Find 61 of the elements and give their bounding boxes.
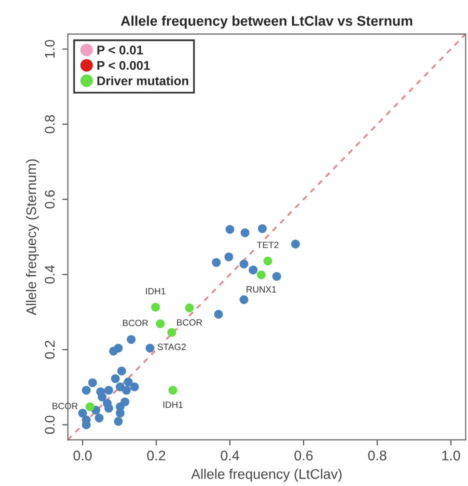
point — [104, 404, 114, 413]
point — [126, 335, 136, 344]
point — [114, 417, 123, 426]
point — [272, 272, 282, 281]
point — [258, 224, 267, 234]
y-axis-title: Allele frequecy (Sternum) — [26, 159, 39, 316]
point — [94, 414, 104, 422]
point — [122, 386, 131, 395]
annotation: BCOR — [123, 320, 148, 326]
point — [116, 408, 125, 418]
point — [156, 319, 165, 328]
point — [256, 270, 266, 280]
point — [124, 378, 133, 386]
point — [224, 252, 234, 262]
point — [263, 256, 272, 266]
x-tick-label: 0.4 — [220, 450, 240, 460]
point — [151, 302, 160, 312]
point — [78, 408, 87, 418]
y-tick-label: 0.8 — [44, 115, 55, 134]
point — [98, 392, 107, 402]
y-tick-label: 0.2 — [44, 340, 55, 359]
point — [185, 304, 194, 312]
point — [240, 260, 248, 268]
point — [82, 386, 91, 395]
legend-label: P < 0.01 — [97, 46, 143, 54]
point — [214, 310, 223, 319]
y-tick-label: 0.4 — [44, 265, 55, 284]
point — [130, 382, 139, 392]
point — [167, 328, 176, 337]
annotation: STAG2 — [158, 344, 186, 350]
x-tick-label: 0.0 — [73, 450, 92, 460]
point — [104, 386, 114, 395]
point — [146, 344, 154, 353]
point — [226, 225, 234, 234]
point — [240, 228, 250, 238]
y-tick-label: 1.0 — [44, 40, 55, 58]
y-tick-label: 0.6 — [44, 190, 55, 208]
chart-title: Allele frequency between LtClav vs Sternum — [120, 16, 412, 29]
x-tick-label: 0.8 — [368, 450, 386, 460]
point — [86, 402, 94, 412]
annotation: IDH1 — [163, 402, 183, 408]
point — [168, 386, 178, 395]
x-tick-label: 1.0 — [442, 450, 460, 460]
annotation: RUNX1 — [246, 286, 276, 293]
annotation: TET2 — [257, 242, 278, 248]
point — [248, 266, 258, 274]
annotation: BCOR — [177, 319, 202, 326]
point — [212, 258, 221, 267]
point — [291, 240, 300, 248]
point — [240, 295, 248, 304]
y-tick-label: 0.0 — [44, 416, 55, 434]
annotation: IDH1 — [146, 288, 166, 294]
x-tick-label: 0.2 — [147, 450, 166, 460]
point — [109, 346, 118, 356]
x-tick-label: 0.6 — [294, 450, 313, 460]
point — [117, 366, 126, 376]
point — [88, 378, 97, 388]
point — [110, 374, 120, 383]
legend-label: P < 0.001 — [97, 61, 150, 70]
x-axis-title: Allele frequency (LtClav) — [191, 468, 342, 482]
legend-label: Driver mutation — [97, 76, 188, 86]
